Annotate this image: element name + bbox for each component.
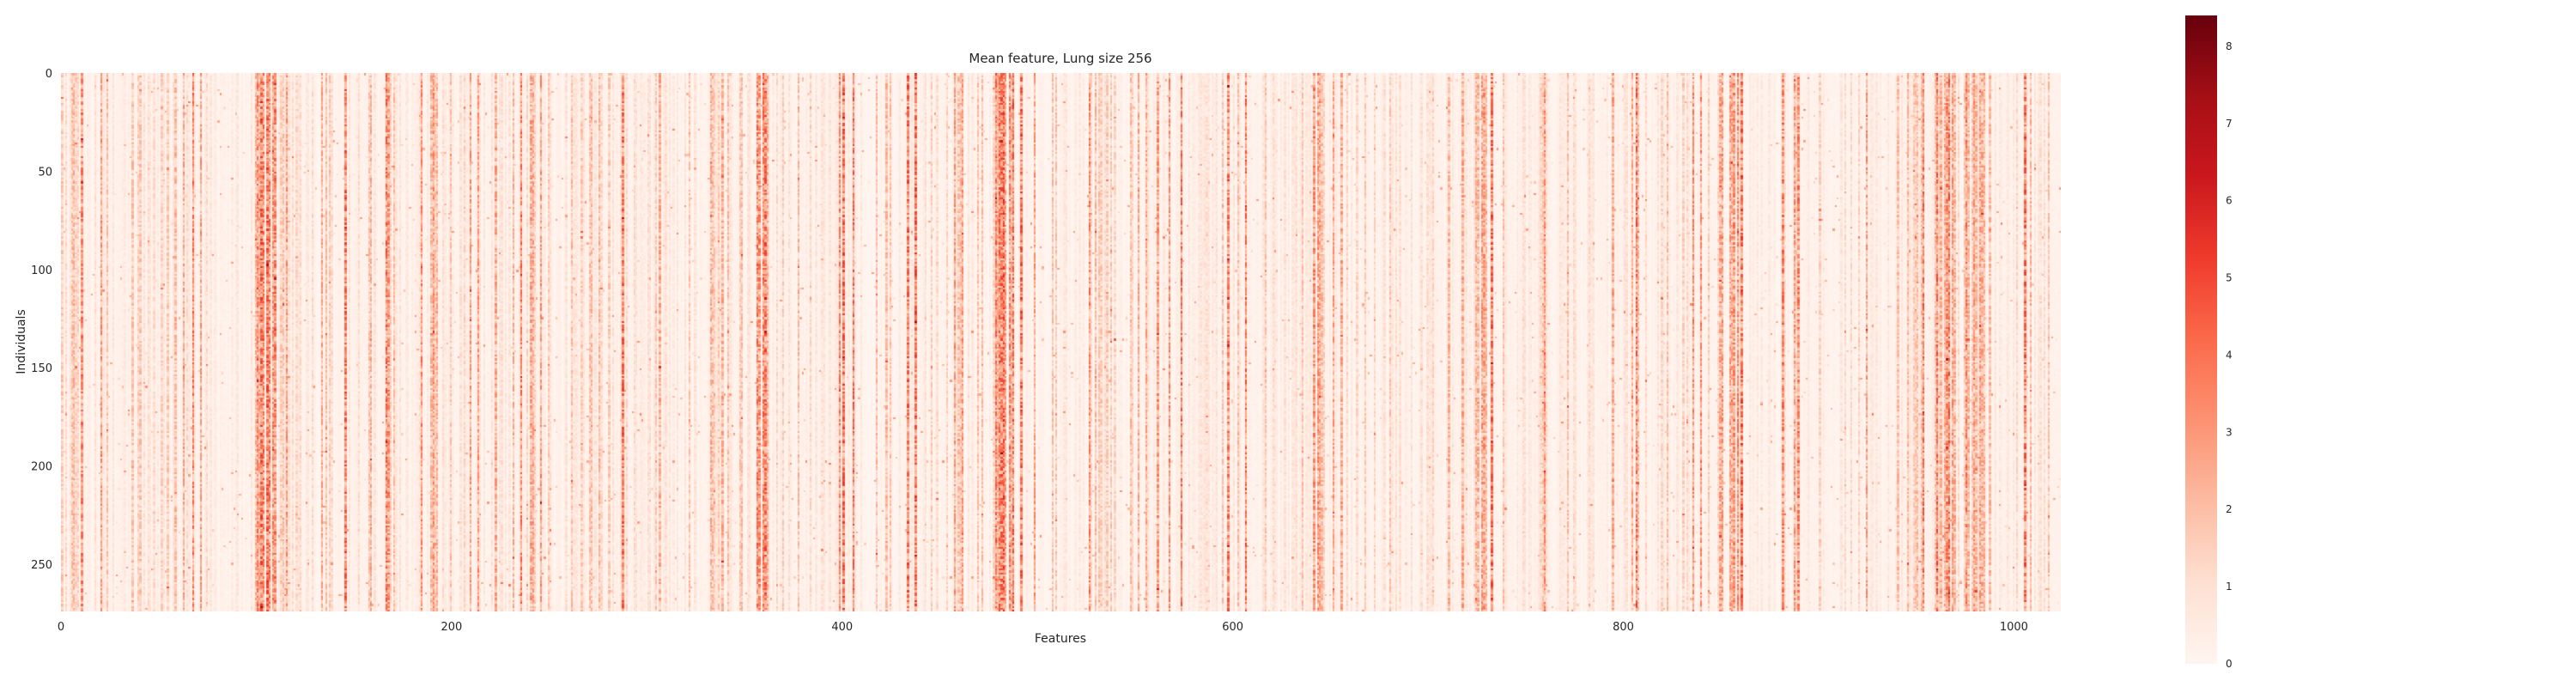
y-tick-label: 0: [46, 68, 52, 81]
x-tick-label: 400: [831, 621, 853, 634]
x-tick-label: 600: [1222, 621, 1243, 634]
colorbar-tick-label: 7: [2226, 118, 2233, 130]
chart-title: Mean feature, Lung size 256: [969, 51, 1151, 66]
x-tick-label: 0: [58, 621, 64, 634]
colorbar-tick-label: 8: [2226, 40, 2233, 52]
heatmap-canvas-wrapper: [61, 73, 2061, 611]
x-axis: 0 200 400 600 800 1000: [58, 621, 2028, 634]
y-tick-label: 50: [38, 166, 52, 179]
x-tick-label: 200: [440, 621, 462, 634]
colorbar-tick-label: 2: [2226, 503, 2233, 515]
colorbar-ticks: 0 1 2 3 4 5 6 7 8: [2226, 40, 2233, 670]
y-axis-label: Individuals: [15, 309, 28, 374]
colorbar-tick-label: 3: [2226, 426, 2233, 438]
x-tick-label: 1000: [2000, 621, 2028, 634]
y-tick-label: 200: [31, 461, 52, 474]
y-tick-label: 150: [31, 362, 52, 375]
colorbar-tick-label: 1: [2226, 581, 2233, 593]
colorbar-tick-label: 5: [2226, 272, 2233, 284]
y-tick-label: 100: [31, 264, 52, 277]
colorbar: [2185, 15, 2217, 664]
colorbar-tick-label: 4: [2226, 349, 2233, 361]
x-tick-label: 800: [1613, 621, 1634, 634]
x-axis-label: Features: [1035, 632, 1086, 646]
y-tick-label: 250: [31, 559, 52, 572]
heatmap-cells: [61, 73, 2061, 611]
y-axis: 0 50 100 150 200 250: [31, 68, 52, 572]
colorbar-tick-label: 6: [2226, 195, 2233, 207]
colorbar-tick-label: 0: [2226, 658, 2233, 670]
